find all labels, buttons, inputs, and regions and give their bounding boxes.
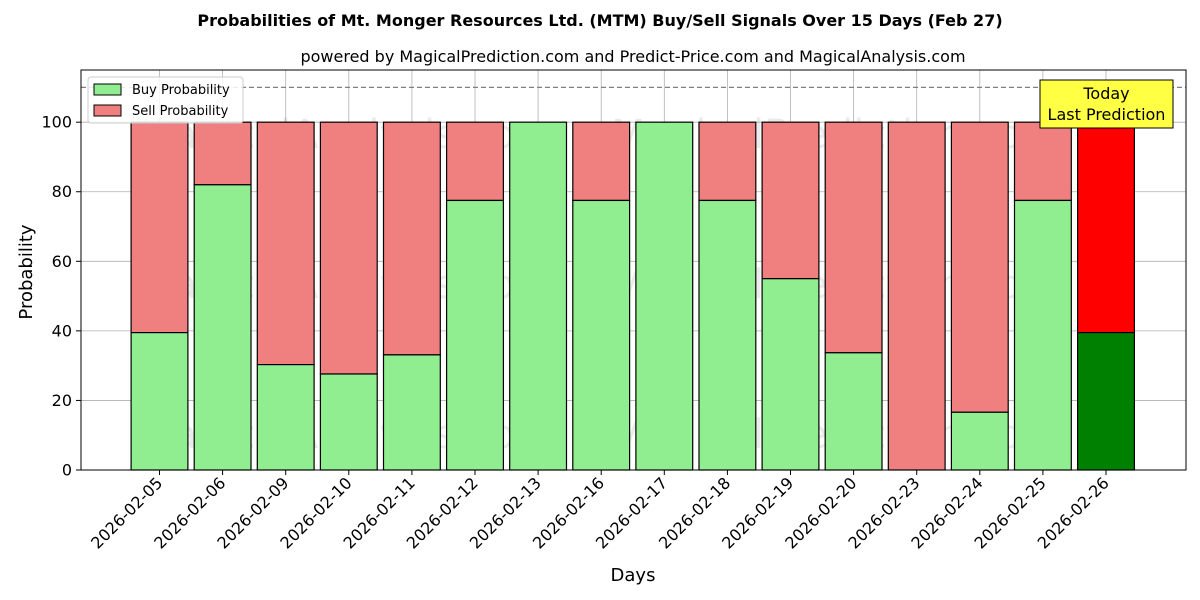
buy-bar: [130, 332, 189, 471]
buy-bar: [698, 199, 757, 471]
buy-bar: [824, 352, 883, 471]
sell-bar: [887, 121, 946, 471]
today-annotation: Today Last Prediction: [1039, 79, 1174, 129]
sell-bar: [1013, 121, 1072, 202]
sell-bar: [193, 121, 252, 186]
annotation-text: Last Prediction: [1048, 105, 1166, 124]
sell-bar: [446, 121, 505, 202]
annotation-box: [1039, 79, 1174, 129]
x-axis-label: Days: [611, 565, 656, 586]
y-tick-label: 100: [41, 113, 72, 132]
buy-bar: [572, 199, 631, 471]
buy-bar: [1013, 199, 1072, 471]
sell-bar: [698, 121, 757, 202]
sell-bar: [824, 121, 883, 354]
legend-label: Buy Probability: [132, 83, 230, 98]
buy-bar: [193, 184, 252, 471]
buy-bar: [509, 121, 568, 471]
sell-bar: [950, 121, 1009, 413]
legend-box: [87, 76, 244, 124]
y-tick-label: 80: [52, 182, 72, 201]
buy-bar: [761, 278, 820, 471]
y-tick-label: 20: [52, 391, 72, 410]
y-tick-label: 60: [52, 252, 72, 271]
sell-bar: [382, 121, 441, 356]
buy-bar: [635, 121, 694, 471]
chart-title: Probabilities of Mt. Monger Resources Lt…: [197, 11, 1002, 30]
sell-bar: [572, 121, 631, 202]
y-axis-label: Probability: [16, 224, 37, 319]
sell-bar: [319, 121, 378, 375]
annotation-text: Today: [1082, 84, 1129, 103]
sell-bar: [1076, 121, 1135, 334]
axes-frame: [80, 69, 1187, 471]
legend-swatch: [93, 83, 122, 96]
buy-bar: [382, 354, 441, 471]
legend: Buy Probability Sell Probability: [87, 76, 244, 124]
legend-label: Sell Probability: [132, 104, 229, 119]
sell-bar: [256, 121, 315, 366]
buy-bar: [950, 411, 1009, 471]
y-tick-label: 40: [52, 321, 72, 340]
sell-bar: [130, 121, 189, 334]
sell-bar: [761, 121, 820, 280]
legend-swatch: [93, 104, 122, 117]
y-tick-label: 0: [62, 461, 72, 480]
buy-bar: [319, 373, 378, 471]
plot-area: MagicalAnalysis.comMagicalPrediction.com…: [41, 69, 1187, 553]
chart-subtitle: powered by MagicalPrediction.com and Pre…: [300, 47, 965, 66]
buy-bar: [1076, 332, 1135, 471]
buy-bar: [256, 364, 315, 471]
buy-bar: [446, 199, 505, 471]
